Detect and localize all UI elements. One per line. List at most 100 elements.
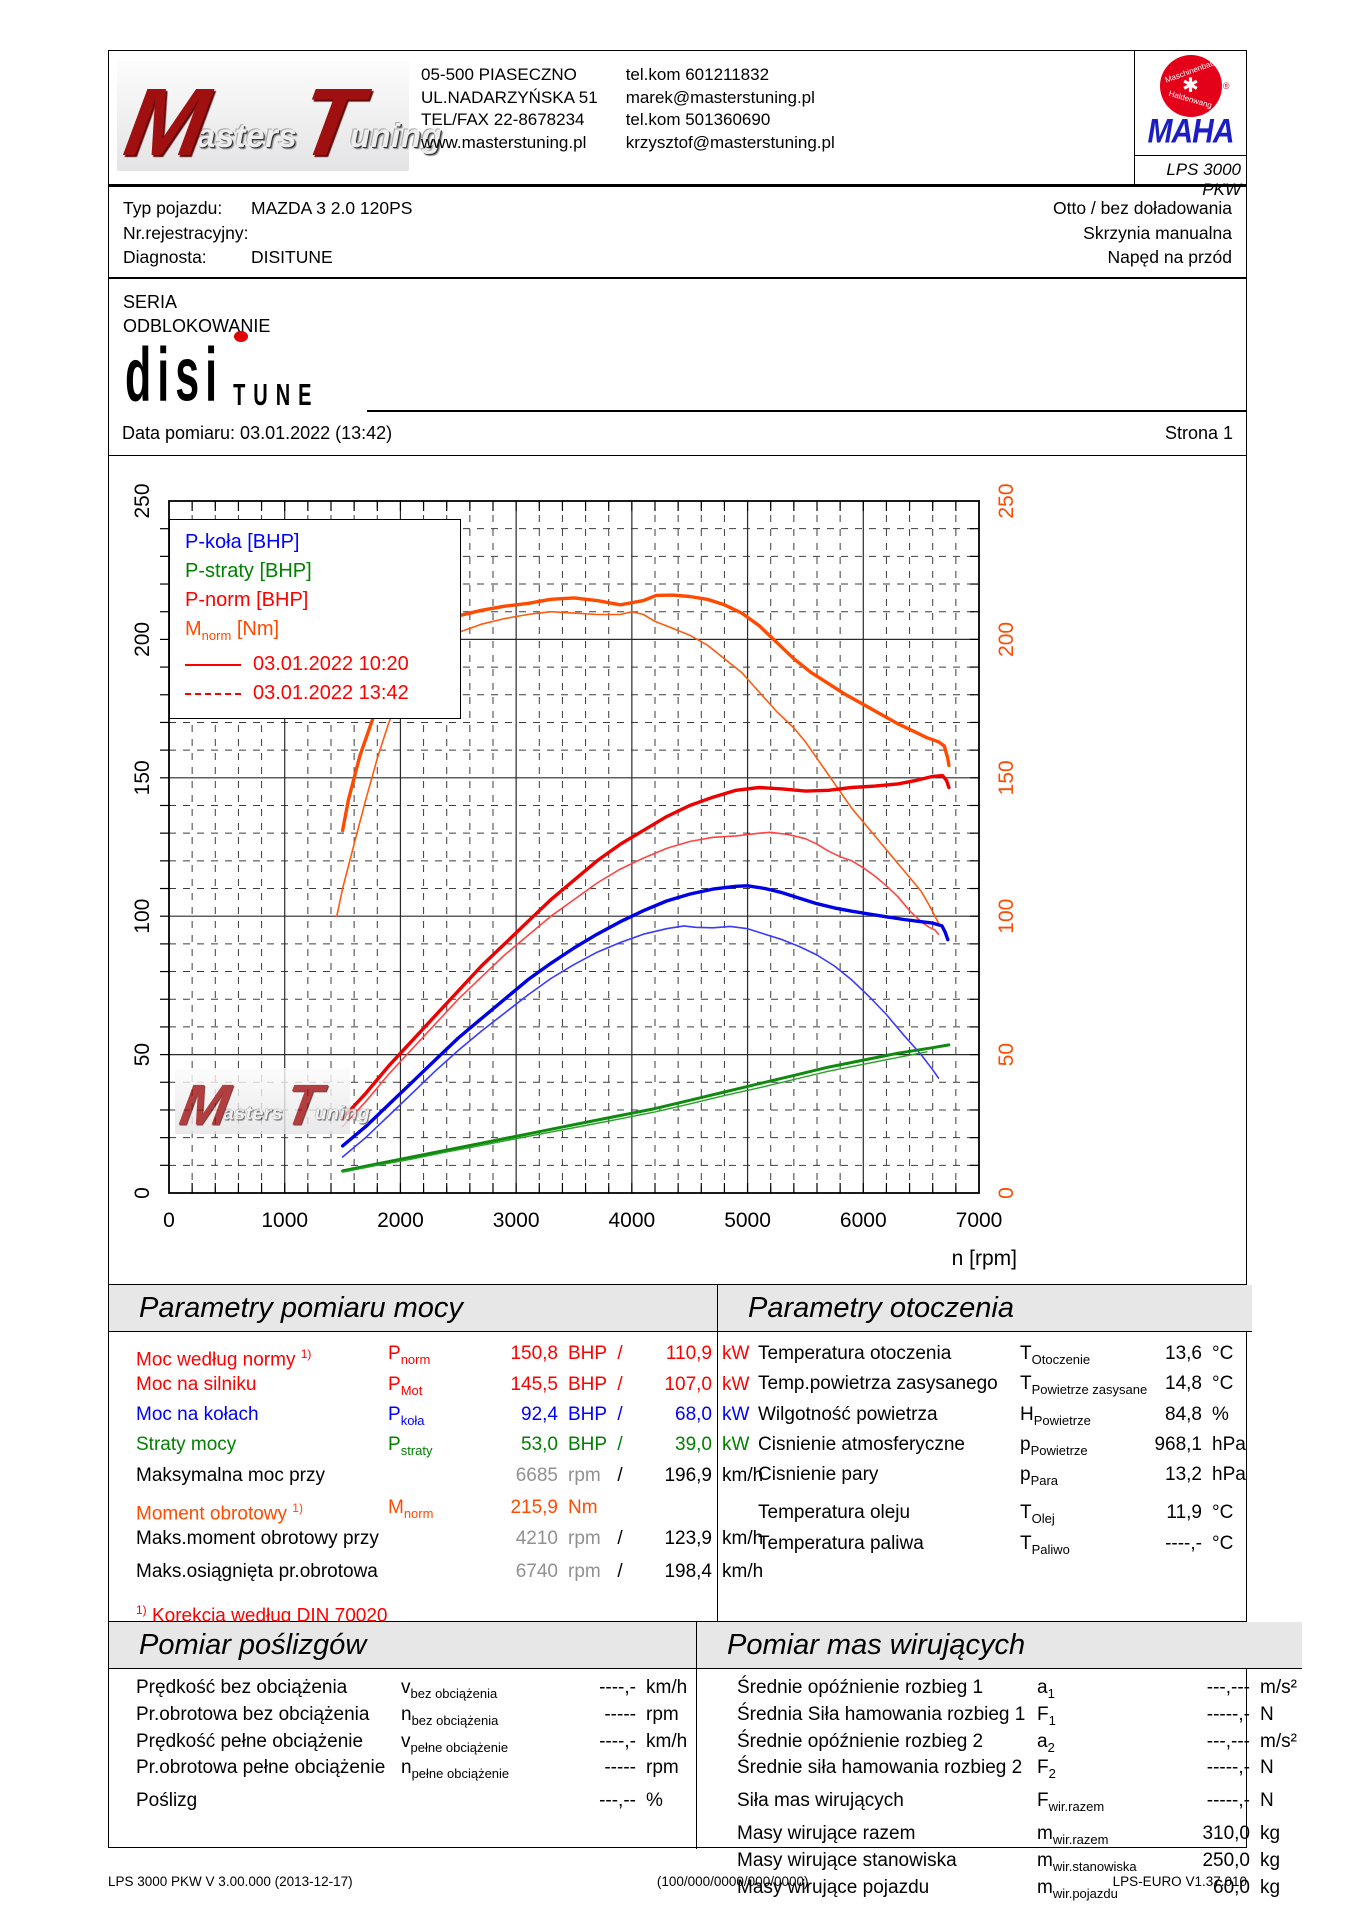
table-row: Pr.obrotowa bez obciążenia nbez obciążeni… bbox=[109, 1704, 696, 1731]
website-link: www.masterstuning.pl bbox=[421, 132, 587, 152]
table-row: Poślizg ---,--% bbox=[109, 1790, 696, 1811]
row-unit-2: km/h bbox=[722, 1528, 764, 1550]
row-label: Pr.obrotowa pełne obciążenie bbox=[136, 1757, 386, 1779]
row-symbol bbox=[388, 1560, 480, 1585]
row-label: Masy wirujące stanowiska bbox=[737, 1849, 957, 1871]
solid-line-sample bbox=[185, 663, 241, 666]
row-slash: / bbox=[617, 1404, 623, 1426]
row-label: Moc na silniku bbox=[136, 1373, 257, 1395]
row-unit: % bbox=[646, 1790, 663, 1812]
power-parameters-table: Parametry pomiaru mocy Moc według normy … bbox=[109, 1285, 763, 1656]
row-gap bbox=[109, 1488, 717, 1496]
table-row: Straty mocy Pstraty 53,0 BHP / 39,0 kW bbox=[109, 1433, 749, 1463]
x-axis-label: 5000 bbox=[724, 1209, 771, 1232]
row-symbol: Mnorm bbox=[388, 1497, 434, 1522]
row-label: Moc według normy 1) bbox=[136, 1347, 312, 1371]
row-slash: / bbox=[617, 1373, 623, 1395]
table-row: Temperatura otoczenia TOtoczenie 13,6 °C bbox=[718, 1342, 1252, 1372]
company-contacts: tel.kom 601211832 marek@masterstuning.pl… bbox=[626, 64, 835, 154]
tune-wordmark: TUNE bbox=[233, 378, 320, 413]
row-symbol: mwir.stanowiska bbox=[1037, 1849, 1137, 1874]
row-value-2: 198,4 bbox=[664, 1560, 712, 1582]
address-line: TEL/FAX 22-8678234 bbox=[421, 110, 585, 129]
table-row: Średnie opóźnienie rozbieg 2 a2 ---,--- m/s… bbox=[697, 1731, 1302, 1758]
row-unit: Nm bbox=[568, 1497, 598, 1519]
rotating-table-title: Pomiar mas wirujących bbox=[697, 1622, 1302, 1669]
row-value: 4210 bbox=[515, 1528, 558, 1550]
row-symbol: HPowietrze bbox=[1020, 1403, 1091, 1428]
legend-run: 03.01.2022 13:42 bbox=[185, 679, 460, 708]
logo-letter-t: T bbox=[279, 1072, 327, 1137]
power-table-title: Parametry pomiaru mocy bbox=[109, 1285, 717, 1332]
chart-legend: P-koła [BHP] P-straty [BHP] P-norm [BHP] Mn… bbox=[169, 519, 461, 719]
company-info: 05-500 PIASECZNO UL.NADARZYŃSKA 51 TEL/F… bbox=[421, 64, 835, 154]
program-lines: SERIA ODBLOKOWANIE bbox=[123, 290, 270, 338]
legend-entry: P-koła [BHP] bbox=[185, 531, 300, 553]
row-unit: % bbox=[1212, 1403, 1229, 1425]
x-axis-label: 7000 bbox=[956, 1209, 1003, 1232]
y-axis-right-label: 0 bbox=[995, 1187, 1018, 1199]
row-unit: °C bbox=[1212, 1502, 1234, 1524]
row-label: Średnie siła hamowania rozbieg 2 bbox=[737, 1757, 1023, 1779]
maha-logo-box: Maschinenbau ✱ Haldenwang ® MAHA LPS 300… bbox=[1134, 51, 1246, 199]
row-value: 6685 bbox=[515, 1464, 558, 1486]
logo-word-asters: asters bbox=[222, 1101, 284, 1124]
row-value-2: 196,9 bbox=[664, 1464, 712, 1486]
row-label: Poślizg bbox=[136, 1790, 198, 1812]
row-unit: °C bbox=[1212, 1532, 1234, 1554]
table-row: Masy wirujące stanowiska mwir.stanowiska 2… bbox=[697, 1850, 1302, 1877]
row-unit: kg bbox=[1260, 1822, 1281, 1844]
table-row: Masy wirujące pojazdu mwir.pojazdu 60,0 kg bbox=[697, 1877, 1302, 1904]
row-unit: °C bbox=[1212, 1373, 1234, 1395]
ambient-table-body: Temperatura otoczenia TOtoczenie 13,6 °C Tem… bbox=[718, 1332, 1252, 1562]
x-axis-label: 2000 bbox=[377, 1209, 424, 1232]
row-symbol: TOlej bbox=[1020, 1502, 1055, 1527]
row-symbol bbox=[401, 1790, 561, 1811]
vehicle-type-value: MAZDA 3 2.0 120PS bbox=[251, 198, 413, 218]
y-axis-right-label: 50 bbox=[995, 1043, 1018, 1066]
diagnostic-label: Diagnosta: bbox=[123, 247, 207, 267]
row-label: Temp.powietrza zasysanego bbox=[758, 1373, 998, 1395]
row-slash: / bbox=[617, 1560, 623, 1582]
logo-word-uning: uning bbox=[314, 1101, 371, 1124]
legend-entry: Mnorm [Nm] bbox=[185, 618, 280, 643]
table-row: Siła mas wirujących Fwir.razem -----,- N bbox=[697, 1790, 1302, 1817]
table-row: Temperatura oleju TOlej 11,9 °C bbox=[718, 1501, 1252, 1531]
slip-table: Pomiar poślizgów Prędkość bez obciążenia… bbox=[109, 1622, 696, 1849]
contact-email: marek@masterstuning.pl bbox=[625, 87, 815, 107]
power-table-body: Moc według normy 1) Pnorm 150,8 BHP / 110,9 kW… bbox=[109, 1332, 763, 1661]
curve-p-norm-1020 bbox=[341, 831, 940, 1128]
row-value: 84,8 bbox=[1165, 1403, 1202, 1425]
row-value-2 bbox=[628, 1496, 712, 1527]
table-row: Średnie siła hamowania rozbieg 2 F2 -----,… bbox=[697, 1757, 1302, 1784]
measurement-date: Data pomiaru: 03.01.2022 (13:42) bbox=[122, 423, 393, 443]
vehicle-info: Typ pojazdu: MAZDA 3 2.0 120PS Otto / be… bbox=[109, 187, 1246, 279]
row-value: 13,6 bbox=[1165, 1343, 1202, 1364]
registered-mark: ® bbox=[1222, 81, 1230, 91]
vehicle-row: Typ pojazdu: MAZDA 3 2.0 120PS Otto / be… bbox=[123, 196, 1232, 221]
row-value: ---,--- bbox=[1206, 1730, 1250, 1752]
row-unit: kg bbox=[1260, 1849, 1281, 1871]
row-label: Maks.osiągnięta pr.obrotowa bbox=[136, 1560, 378, 1582]
row-slash bbox=[612, 1496, 628, 1527]
ambient-table-title: Parametry otoczenia bbox=[718, 1285, 1252, 1332]
logo-letter-m: M bbox=[117, 68, 217, 176]
curve-p-straty-1342 bbox=[341, 1043, 951, 1173]
row-unit-2: km/h bbox=[722, 1464, 764, 1486]
row-symbol: F1 bbox=[1037, 1703, 1056, 1728]
row-value: -----,- bbox=[1206, 1703, 1250, 1725]
row-unit: m/s² bbox=[1260, 1730, 1297, 1752]
row-symbol: TOtoczenie bbox=[1020, 1343, 1091, 1367]
row-value: ----- bbox=[604, 1703, 636, 1725]
table-row: Średnie opóźnienie rozbieg 1 a1 ---,--- m/s… bbox=[697, 1677, 1302, 1704]
row-symbol: PMot bbox=[388, 1373, 423, 1398]
row-label: Straty mocy bbox=[136, 1434, 237, 1456]
row-label: Moc na kołach bbox=[136, 1404, 259, 1426]
drive-type: Napęd na przód bbox=[1107, 247, 1232, 267]
row-symbol: vbez obciążenia bbox=[401, 1677, 498, 1701]
y-axis-left-label: 250 bbox=[131, 483, 154, 518]
table-row: Pr.obrotowa pełne obciążenie npełne obcią… bbox=[109, 1757, 696, 1784]
row-unit: N bbox=[1260, 1703, 1274, 1725]
row-slash: / bbox=[617, 1528, 623, 1550]
row-symbol: nbez obciążenia bbox=[401, 1703, 499, 1728]
